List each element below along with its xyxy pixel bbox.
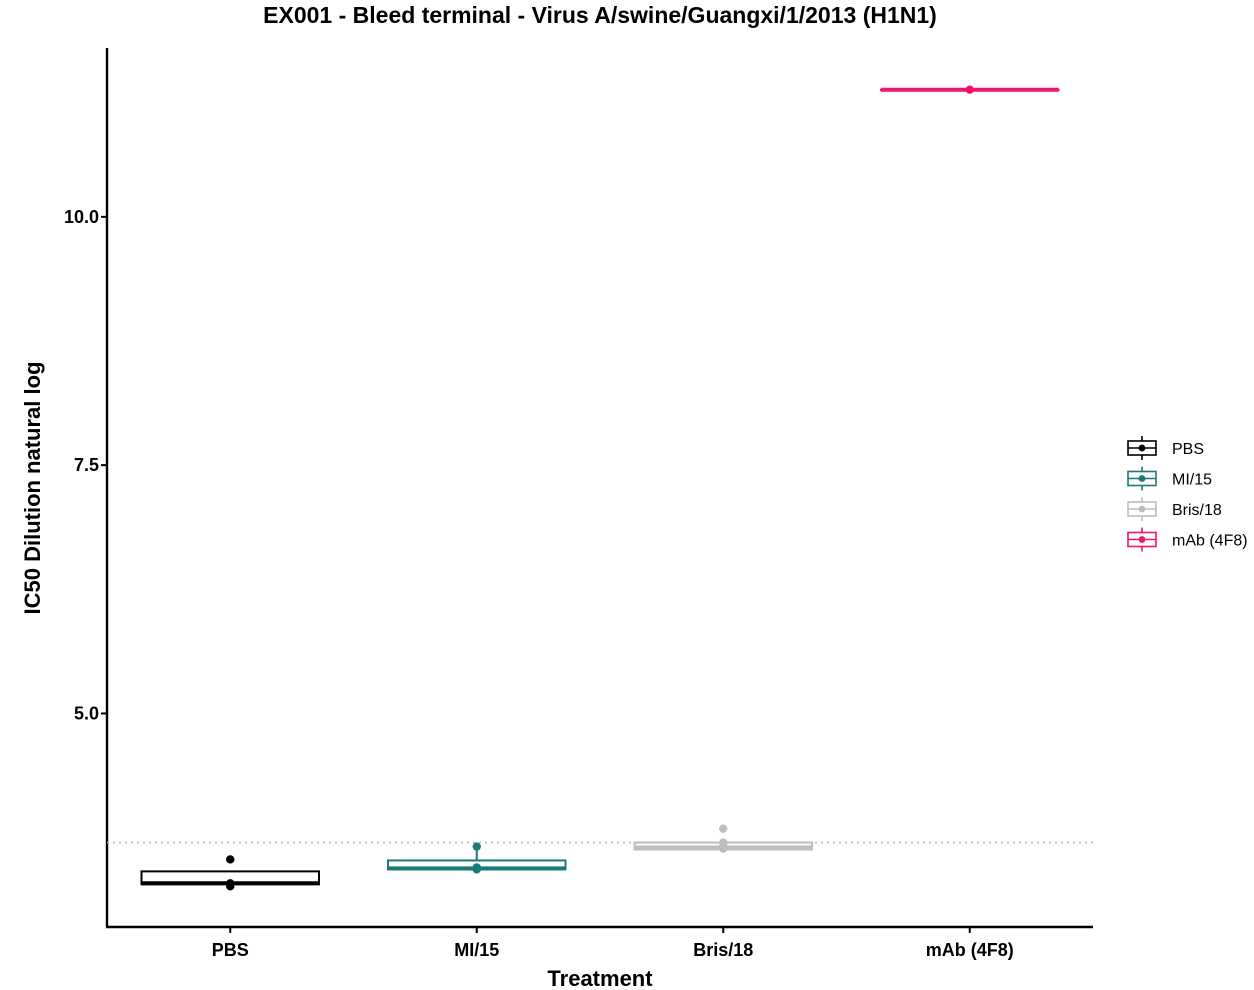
boxes-group bbox=[140, 87, 1060, 886]
data-point bbox=[226, 882, 235, 891]
legend-label: MI/15 bbox=[1172, 472, 1212, 489]
x-axis: PBS MI/15 Bris/18 mAb (4F8) bbox=[106, 925, 1093, 960]
chart-title: EX001 - Bleed terminal - Virus A/swine/G… bbox=[263, 2, 937, 28]
legend-point bbox=[1138, 444, 1146, 452]
x-axis-title: Treatment bbox=[547, 966, 653, 990]
data-point bbox=[472, 842, 481, 851]
x-tick-label: mAb (4F8) bbox=[926, 940, 1014, 960]
data-point bbox=[226, 855, 235, 864]
y-tick-label: 5.0 bbox=[74, 703, 99, 723]
x-tick-label: PBS bbox=[212, 940, 249, 960]
legend-item: Bris/18 bbox=[1127, 497, 1222, 521]
legend-point bbox=[1138, 475, 1146, 482]
legend-label: Bris/18 bbox=[1172, 502, 1222, 519]
legend-label: PBS bbox=[1172, 441, 1204, 458]
legend-item: MI/15 bbox=[1127, 466, 1212, 491]
legend-item: mAb (4F8) bbox=[1127, 527, 1248, 552]
y-tick-label: 10.0 bbox=[64, 207, 99, 227]
legend: PBS MI/15 Bris/18 mAb (4F8) bbox=[1127, 436, 1248, 552]
y-axis: 5.0 7.5 10.0 bbox=[64, 48, 109, 927]
points-group bbox=[226, 85, 974, 891]
x-tick-label: Bris/18 bbox=[693, 940, 753, 960]
legend-item: PBS bbox=[1127, 436, 1204, 460]
legend-label: mAb (4F8) bbox=[1172, 533, 1248, 550]
data-point bbox=[719, 824, 728, 833]
data-point bbox=[965, 85, 974, 94]
y-tick-label: 7.5 bbox=[74, 455, 99, 475]
y-axis-title: IC50 Dilution natural log bbox=[20, 361, 45, 614]
x-tick-label: MI/15 bbox=[454, 940, 499, 960]
legend-point bbox=[1138, 536, 1146, 543]
legend-point bbox=[1138, 505, 1146, 513]
data-point bbox=[719, 844, 728, 853]
data-point bbox=[472, 865, 481, 874]
